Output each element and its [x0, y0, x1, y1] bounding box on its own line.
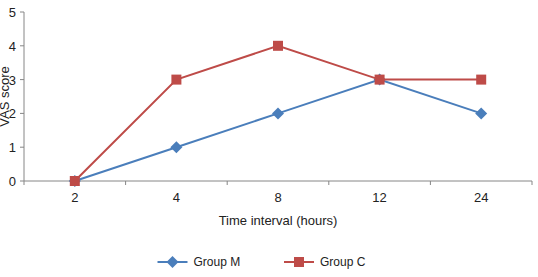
y-tick — [20, 45, 24, 46]
plot-area — [69, 41, 487, 187]
series-marker — [70, 176, 80, 186]
y-tick-label: 1 — [9, 140, 16, 155]
legend-label: Group M — [194, 255, 241, 269]
x-tick — [532, 181, 533, 185]
series-marker — [476, 75, 486, 85]
x-tick-label: 12 — [372, 190, 386, 205]
series-line — [75, 46, 481, 181]
y-axis-title: VAS score — [0, 66, 12, 126]
chart-svg: 0123452481224Time interval (hours)VAS sc… — [0, 0, 538, 277]
x-tick — [430, 181, 431, 185]
x-tick-label: 8 — [274, 190, 281, 205]
legend-label: Group C — [320, 255, 366, 269]
series-marker — [475, 107, 487, 119]
y-tick — [20, 147, 24, 148]
legend-marker — [167, 256, 179, 268]
x-tick — [24, 181, 25, 185]
series-marker — [273, 41, 283, 51]
x-tick — [125, 181, 126, 185]
x-tick-label: 2 — [71, 190, 78, 205]
y-tick — [20, 181, 24, 182]
series-marker — [69, 175, 81, 187]
legend-marker — [294, 257, 304, 267]
series-line — [75, 80, 481, 181]
series-marker — [375, 75, 385, 85]
y-tick — [20, 113, 24, 114]
series-marker — [272, 107, 284, 119]
series-marker — [170, 141, 182, 153]
y-tick-label: 0 — [9, 174, 16, 189]
x-axis-title: Time interval (hours) — [219, 213, 338, 228]
y-tick-label: 4 — [9, 39, 16, 54]
y-tick-label: 5 — [9, 5, 16, 20]
x-axis-line — [24, 181, 532, 182]
x-tick — [328, 181, 329, 185]
y-tick — [20, 79, 24, 80]
series-marker — [374, 74, 386, 86]
series-marker — [171, 75, 181, 85]
x-tick — [227, 181, 228, 185]
y-axis-line — [24, 12, 25, 181]
x-tick-label: 24 — [474, 190, 488, 205]
x-tick-label: 4 — [173, 190, 180, 205]
y-tick — [20, 12, 24, 13]
chart-container: 0123452481224Time interval (hours)VAS sc… — [0, 0, 538, 277]
legend: Group M Group C — [158, 255, 366, 269]
